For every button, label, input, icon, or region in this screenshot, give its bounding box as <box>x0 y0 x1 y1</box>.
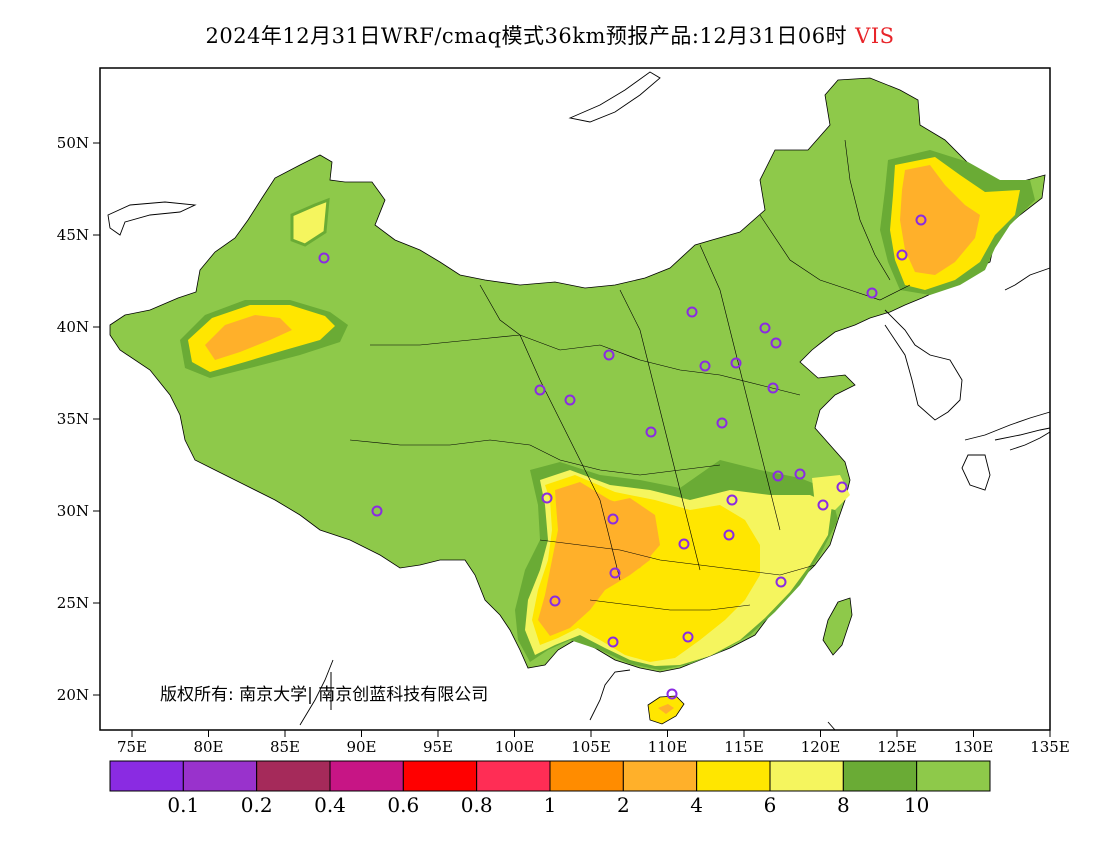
colorbar-swatch <box>916 760 991 792</box>
station-marker <box>682 631 694 643</box>
lon-tick-label: 125E <box>877 738 917 756</box>
lon-tick-label: 90E <box>346 738 376 756</box>
station-markers <box>318 214 927 700</box>
copyright-text: 版权所有: 南京大学| 南京创蓝科技有限公司 <box>160 685 489 705</box>
colorbar-swatch <box>329 760 404 792</box>
lon-tick-label: 120E <box>801 738 841 756</box>
station-marker <box>534 384 546 396</box>
station-marker <box>609 567 621 579</box>
station-marker <box>549 595 561 607</box>
colorbar-label: 6 <box>764 793 777 817</box>
colorbar-label: 0.4 <box>314 793 346 817</box>
colorbar-swatch <box>256 760 331 792</box>
station-marker <box>866 287 878 299</box>
province-boundaries <box>349 139 911 611</box>
station-marker <box>371 505 383 517</box>
latitude-axis: 50N 45N 40N 35N 30N 25N 20N <box>57 134 100 704</box>
lon-tick-label: 110E <box>648 738 688 756</box>
station-marker <box>767 382 779 394</box>
colorbar-label: 1 <box>544 793 557 817</box>
station-marker <box>699 360 711 372</box>
lat-tick-label: 20N <box>57 686 89 704</box>
colorbar-swatch <box>549 760 624 792</box>
colorbar-label: 0.2 <box>241 793 273 817</box>
map-title: 2024年12月31日WRF/cmaq模式36km预报产品:12月31日06时 V… <box>0 20 1100 50</box>
station-marker <box>775 576 787 588</box>
lon-tick-label: 135E <box>1030 738 1070 756</box>
lat-tick-label: 40N <box>57 318 89 336</box>
colorbar-swatch <box>769 760 844 792</box>
station-marker <box>318 252 330 264</box>
variable-label: VIS <box>855 24 895 48</box>
lon-tick-label: 105E <box>571 738 611 756</box>
colorbar-swatch <box>182 760 258 792</box>
lat-tick-label: 30N <box>57 502 89 520</box>
station-marker <box>564 394 576 406</box>
longitude-axis: 75E 80E 85E 90E 95E 100E 105E 110E 115E 120E 125E 1… <box>117 730 1070 756</box>
lat-tick-label: 35N <box>57 410 89 428</box>
title-text: 2024年12月31日WRF/cmaq模式36km预报产品:12月31日06时 <box>205 24 848 48</box>
lat-tick-label: 25N <box>57 594 89 612</box>
north-xinjiang-spot <box>290 197 330 247</box>
tarim-band-orange <box>205 315 292 360</box>
station-marker <box>716 417 728 429</box>
lon-tick-label: 115E <box>724 738 764 756</box>
taiwan-island <box>822 597 853 656</box>
station-marker <box>896 249 908 261</box>
station-marker <box>730 357 742 369</box>
lon-tick-label: 80E <box>193 738 223 756</box>
colorbar-label: 10 <box>904 793 929 817</box>
colorbar: 0.1 0.2 0.4 0.6 0.8 1 2 4 6 8 10 <box>109 760 991 817</box>
station-marker <box>759 322 771 334</box>
colorbar-label: 0.6 <box>387 793 419 817</box>
station-marker <box>836 481 848 493</box>
northeast-band-orange <box>900 165 980 275</box>
colorbar-label: 4 <box>690 793 703 817</box>
station-marker <box>726 494 738 506</box>
station-marker <box>772 470 784 482</box>
station-marker <box>666 688 678 700</box>
lon-tick-label: 95E <box>423 738 453 756</box>
sichuan-orange <box>585 498 660 575</box>
colorbar-swatch <box>402 760 478 792</box>
lon-tick-label: 100E <box>495 738 535 756</box>
colorbar-label: 0.1 <box>167 793 199 817</box>
station-marker <box>770 337 782 349</box>
lon-tick-label: 85E <box>270 738 300 756</box>
station-marker <box>645 426 657 438</box>
lon-tick-label: 130E <box>954 738 994 756</box>
lat-tick-label: 50N <box>57 134 89 152</box>
colorbar-swatch <box>696 760 771 792</box>
colorbar-label: 2 <box>617 793 630 817</box>
colorbar-label: 0.8 <box>461 793 493 817</box>
station-marker <box>678 538 690 550</box>
station-marker <box>607 636 619 648</box>
colorbar-swatch <box>109 760 184 792</box>
station-marker <box>541 492 553 504</box>
station-marker <box>723 529 735 541</box>
station-marker <box>603 349 615 361</box>
lon-tick-label: 75E <box>117 738 147 756</box>
station-marker <box>794 468 806 480</box>
station-marker <box>607 513 619 525</box>
colorbar-swatch <box>476 760 551 792</box>
colorbar-swatch <box>842 760 918 792</box>
hainan-core <box>658 704 674 714</box>
colorbar-swatch <box>622 760 698 792</box>
lat-tick-label: 45N <box>57 226 89 244</box>
colorbar-label: 8 <box>837 793 850 817</box>
station-marker <box>915 214 927 226</box>
station-marker <box>817 499 829 511</box>
station-marker <box>686 306 698 318</box>
neighbor-coastlines <box>107 71 1051 731</box>
